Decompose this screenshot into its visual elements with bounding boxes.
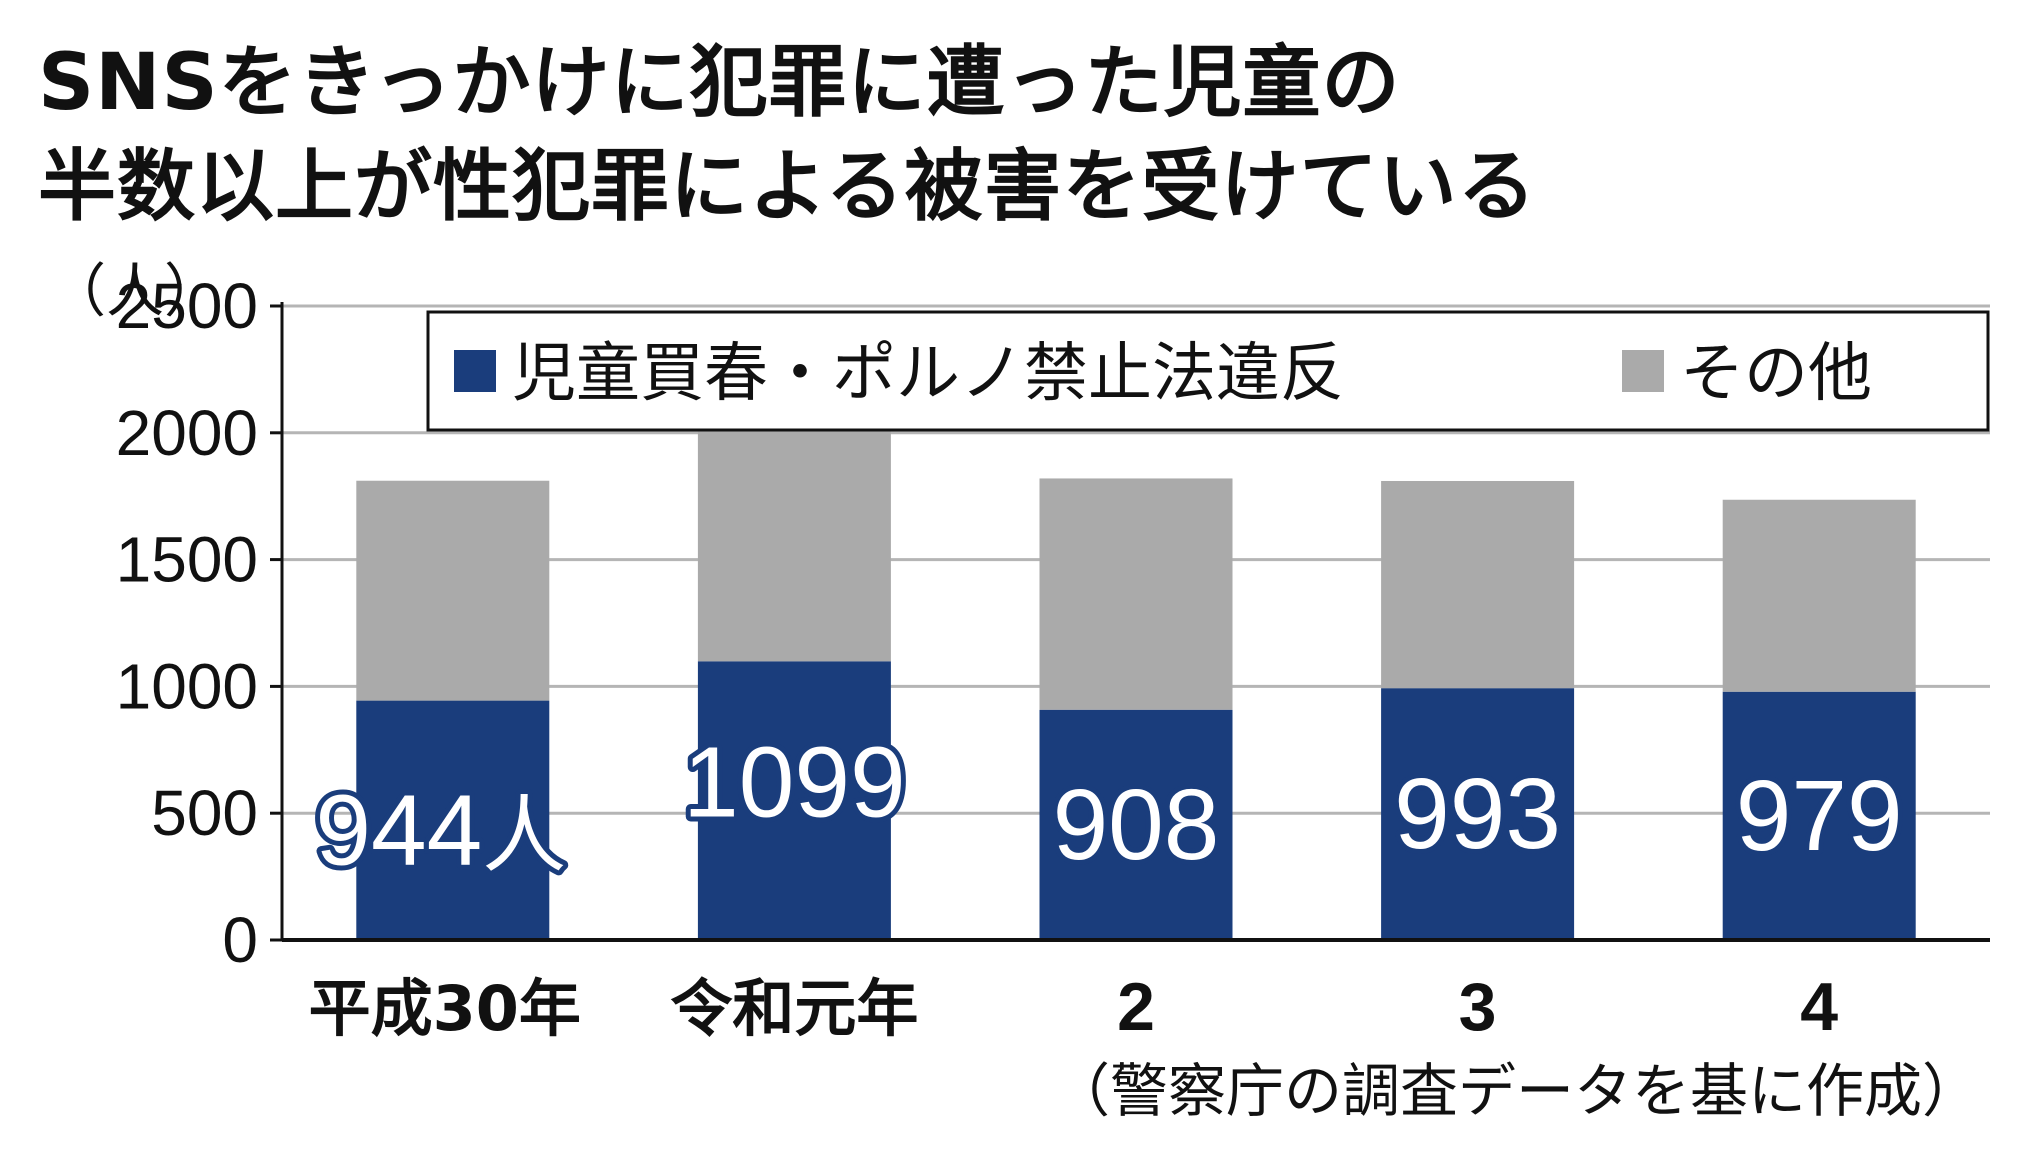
y-tick-label-500: 500: [151, 777, 258, 849]
bar-other-2: [1039, 478, 1233, 710]
chart-title-line-2: 半数以上が性犯罪による被害を受けている: [38, 142, 1537, 232]
x-tick-label-0: 平成30年: [309, 972, 581, 1045]
data-label-0: 944人: [315, 774, 566, 886]
source-note: （警察庁の調査データを基に作成）: [1051, 1057, 1980, 1125]
data-label-2: 908: [1053, 769, 1220, 881]
legend-swatch-0: [454, 350, 496, 392]
bar-primary-1: [697, 661, 891, 940]
x-tick-label-4: 4: [1800, 969, 1838, 1045]
x-tick-labels: 平成30年 令和元年 2 3 4: [309, 969, 1839, 1045]
legend-swatch-1: [1622, 350, 1664, 392]
y-tick-label-1000: 1000: [116, 650, 258, 722]
bar-primary-4: [1722, 691, 1916, 940]
bar-other-4: [1722, 499, 1916, 692]
axes: [270, 302, 1990, 942]
legend-box: [426, 310, 1990, 432]
x-tick-label-3: 3: [1459, 969, 1497, 1045]
y-axis-unit: （人）: [48, 257, 223, 325]
y-tick-label-2000: 2000: [116, 397, 258, 469]
x-tick-label-2: 2: [1117, 969, 1155, 1045]
gridlines: [282, 304, 1990, 815]
data-label-1: 1099: [683, 727, 905, 839]
bar-primary-0: [356, 700, 550, 940]
data-label-4: 979: [1736, 760, 1903, 872]
bar-other-3: [1381, 480, 1575, 689]
y-tick-label-2500: 2500: [116, 270, 258, 342]
x-tick-label-1: 令和元年: [670, 972, 918, 1045]
chart-title-line-1: SNSをきっかけに犯罪に遭った児童の: [38, 38, 1401, 128]
bar-other-0: [356, 480, 550, 701]
legend: 児童買春・ポルノ禁止法違反 その他: [426, 310, 1990, 432]
bar-other-1: [697, 412, 891, 662]
legend-label-0: 児童買春・ポルノ禁止法違反: [512, 337, 1344, 411]
y-tick-labels: 0 500 1000 1500 2000 2500: [116, 270, 258, 976]
bars: [356, 412, 1916, 940]
bar-primary-3: [1381, 688, 1575, 940]
data-label-unit: 人: [482, 786, 566, 884]
y-tick-label-0: 0: [222, 904, 258, 976]
y-tick-label-1500: 1500: [116, 524, 258, 596]
data-labels: 944人 1099 908 993 979: [310, 722, 1907, 892]
data-label-3: 993: [1394, 758, 1561, 870]
legend-label-1: その他: [1680, 337, 1872, 411]
bar-primary-2: [1039, 709, 1233, 940]
